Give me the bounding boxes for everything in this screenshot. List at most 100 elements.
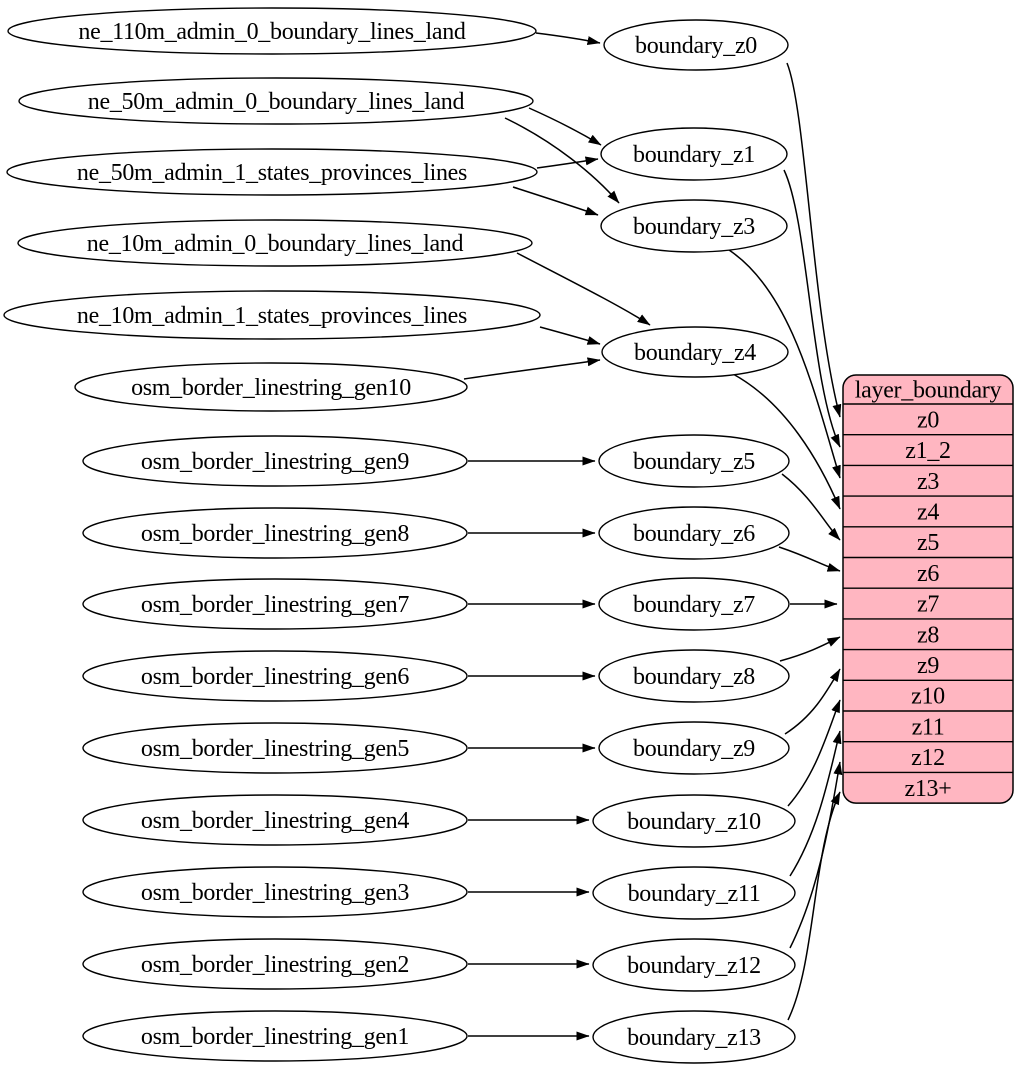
table-row-label: z8: [917, 622, 939, 648]
node-osm_border_linestring_gen5: osm_border_linestring_gen5: [82, 722, 468, 774]
edge-ne_50m_admin_1_states_provinces_lines-to-boundary_z1: [536, 156, 599, 169]
node-osm_border_linestring_gen4: osm_border_linestring_gen4: [82, 794, 468, 846]
node-ellipse: [82, 794, 468, 846]
node-ellipse: [592, 938, 796, 992]
node-osm_border_linestring_gen1: osm_border_linestring_gen1: [82, 1010, 468, 1062]
table-row-label: z12: [911, 745, 945, 771]
table-row-label: z7: [917, 592, 939, 618]
node-osm_border_linestring_gen7: osm_border_linestring_gen7: [82, 578, 468, 630]
edge-boundary_z5-to-layer_boundary.z5: [781, 473, 841, 541]
node-ellipse: [82, 866, 468, 918]
table-row-z9: z9: [917, 653, 940, 679]
node-ne_50m_admin_1_states_provinces_lines: ne_50m_admin_1_states_provinces_lines: [6, 148, 538, 196]
node-ellipse: [598, 721, 790, 775]
table-row-z11: z11: [912, 714, 945, 740]
node-osm_border_linestring_gen3: osm_border_linestring_gen3: [82, 866, 468, 918]
node-ellipse: [6, 148, 538, 196]
node-ellipse: [82, 650, 468, 702]
node-ellipse: [598, 506, 790, 560]
edge-boundary_z10-to-layer_boundary.z10: [787, 699, 841, 807]
table-row-label: z3: [917, 469, 939, 495]
table-row-label: z9: [917, 653, 939, 679]
node-label: osm_border_linestring_gen8: [141, 521, 409, 547]
node-ellipse: [18, 77, 534, 125]
table-row-z10: z10: [911, 684, 945, 710]
node-boundary_z4: boundary_z4: [601, 326, 789, 378]
node-label: boundary_z4: [634, 340, 756, 366]
table-row-z4: z4: [917, 499, 940, 525]
node-ellipse: [82, 938, 468, 990]
edge-ne_10m_admin_0_boundary_lines_land-to-boundary_z4: [516, 252, 651, 326]
node-boundary_z11: boundary_z11: [592, 866, 796, 920]
node-boundary_z9: boundary_z9: [598, 721, 790, 775]
node-label: ne_110m_admin_0_boundary_lines_land: [78, 19, 466, 45]
node-label: ne_10m_admin_1_states_provinces_lines: [77, 303, 467, 329]
node-label: boundary_z8: [633, 664, 755, 690]
node-ellipse: [82, 507, 468, 559]
node-ellipse: [7, 7, 537, 55]
table-row-z6: z6: [917, 561, 940, 587]
edge-boundary_z0-to-layer_boundary.z0: [786, 62, 842, 418]
edge-osm_border_linestring_gen10-to-boundary_z4: [463, 357, 601, 380]
node-label: boundary_z7: [633, 592, 755, 618]
table-row-z3: z3: [917, 469, 940, 495]
table-row-label: z10: [911, 684, 945, 710]
node-label: boundary_z6: [633, 521, 755, 547]
node-label: boundary_z9: [633, 736, 755, 762]
node-boundary_z12: boundary_z12: [592, 938, 796, 992]
node-ellipse: [600, 127, 788, 181]
node-ellipse: [592, 866, 796, 920]
node-boundary_z8: boundary_z8: [598, 649, 790, 703]
table-row-label: z11: [912, 714, 945, 740]
node-label: boundary_z5: [633, 449, 755, 475]
node-label: ne_50m_admin_1_states_provinces_lines: [77, 160, 467, 186]
edge-ne_50m_admin_0_boundary_lines_land-to-boundary_z1: [528, 107, 602, 146]
node-boundary_z3: boundary_z3: [600, 199, 788, 253]
node-ellipse: [17, 219, 533, 267]
node-label: osm_border_linestring_gen9: [141, 449, 409, 475]
node-osm_border_linestring_gen10: osm_border_linestring_gen10: [74, 362, 468, 412]
node-label: osm_border_linestring_gen5: [141, 736, 409, 762]
node-boundary_z1: boundary_z1: [600, 127, 788, 181]
edge-boundary_z12-to-layer_boundary.z12: [789, 761, 843, 949]
table-row-label: z0: [917, 407, 939, 433]
node-label: boundary_z1: [633, 142, 755, 168]
node-label: boundary_z3: [633, 214, 755, 240]
edge-boundary_z6-to-layer_boundary.z6: [778, 546, 841, 572]
table-row-label: z1_2: [905, 438, 950, 464]
node-label: osm_border_linestring_gen4: [141, 808, 409, 834]
table-row-z5: z5: [917, 530, 940, 556]
node-ellipse: [603, 19, 789, 71]
node-ellipse: [3, 290, 541, 340]
table-background: [842, 374, 1014, 804]
node-osm_border_linestring_gen9: osm_border_linestring_gen9: [82, 435, 468, 487]
node-label: boundary_z10: [627, 809, 761, 835]
node-boundary_z6: boundary_z6: [598, 506, 790, 560]
node-label: boundary_z11: [628, 881, 761, 907]
edge-boundary_z4-to-layer_boundary.z4: [732, 373, 841, 510]
node-ellipse: [592, 794, 796, 848]
node-ellipse: [592, 1010, 796, 1064]
node-boundary_z13: boundary_z13: [592, 1010, 796, 1064]
table-row-label: z6: [917, 561, 939, 587]
table-row-z1_2: z1_2: [905, 438, 951, 464]
table-row-label: z13+: [905, 776, 952, 802]
node-osm_border_linestring_gen2: osm_border_linestring_gen2: [82, 938, 468, 990]
node-ellipse: [82, 435, 468, 487]
node-label: osm_border_linestring_gen10: [131, 375, 411, 401]
edge-boundary_z1-to-layer_boundary.z1_2: [783, 169, 841, 448]
node-ellipse: [82, 722, 468, 774]
table-row-label: z4: [917, 499, 939, 525]
node-ne_10m_admin_1_states_provinces_lines: ne_10m_admin_1_states_provinces_lines: [3, 290, 541, 340]
table-row-z13+: z13+: [905, 776, 952, 802]
edge-ne_50m_admin_1_states_provinces_lines-to-boundary_z3: [512, 186, 599, 216]
node-boundary_z7: boundary_z7: [598, 577, 790, 631]
node-boundary_z0: boundary_z0: [603, 19, 789, 71]
node-ellipse: [82, 578, 468, 630]
edge-ne_50m_admin_0_boundary_lines_land-to-boundary_z3: [504, 117, 620, 204]
table-row-z12: z12: [911, 745, 945, 771]
node-label: osm_border_linestring_gen1: [141, 1024, 409, 1050]
table-row-z0: z0: [917, 407, 940, 433]
table-title: layer_boundary: [855, 378, 1002, 404]
